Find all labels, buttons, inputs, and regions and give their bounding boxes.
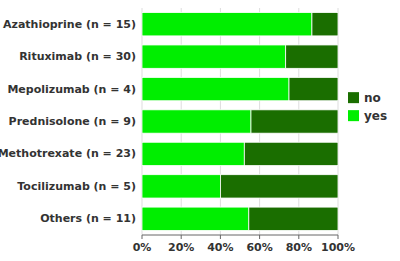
legend-swatch: [348, 110, 359, 121]
legend: no yes: [348, 91, 387, 123]
x-axis: 0% 20% 40% 60% 80% 100%: [133, 235, 355, 254]
bar-segment: [244, 142, 338, 165]
category-label: Tocilizumab (n = 5): [17, 180, 136, 193]
bar-segment: [251, 110, 338, 133]
x-tick: [259, 235, 260, 239]
category-label: Azathioprine (n = 15): [3, 18, 136, 31]
x-tick-label: 40%: [207, 241, 233, 254]
bar-segment: [220, 175, 338, 198]
grid: [142, 8, 338, 235]
x-tick: [338, 235, 339, 239]
bar-segment: [142, 207, 249, 230]
chart: 0% 20% 40% 60% 80% 100% Azathioprine (n = 15) R…: [0, 0, 400, 261]
legend-swatch: [348, 92, 359, 103]
category-label: Others (n = 11): [40, 212, 136, 225]
bar-segment: [249, 207, 338, 230]
legend-label: no: [364, 91, 381, 105]
bar-segment: [286, 45, 338, 68]
category-label: Mepolizumab (n = 4): [7, 83, 136, 96]
bar-segment: [142, 45, 286, 68]
y-axis: Azathioprine (n = 15) Rituximab (n = 30) M…: [0, 18, 136, 226]
x-tick-label: 80%: [286, 241, 312, 254]
bar-segment: [142, 13, 312, 36]
x-tick: [142, 235, 143, 239]
x-tick: [220, 235, 221, 239]
bar-segment: [142, 77, 289, 100]
category-label: Rituximab (n = 30): [19, 50, 136, 63]
x-axis-line: [142, 235, 338, 236]
x-tick: [298, 235, 299, 239]
x-tick: [181, 235, 182, 239]
bar-segment: [142, 142, 244, 165]
bar-segment: [312, 13, 338, 36]
bar-segment: [289, 77, 338, 100]
category-label: Prednisolone (n = 9): [9, 115, 136, 128]
x-tick-label: 0%: [133, 241, 152, 254]
bar-segment: [142, 175, 220, 198]
bars: [142, 13, 338, 231]
x-tick-label: 60%: [246, 241, 272, 254]
legend-label: yes: [364, 109, 387, 123]
category-label: Methotrexate (n = 23): [0, 147, 136, 160]
x-tick-label: 20%: [168, 241, 194, 254]
x-tick-label: 100%: [321, 241, 355, 254]
bar-segment: [142, 110, 251, 133]
